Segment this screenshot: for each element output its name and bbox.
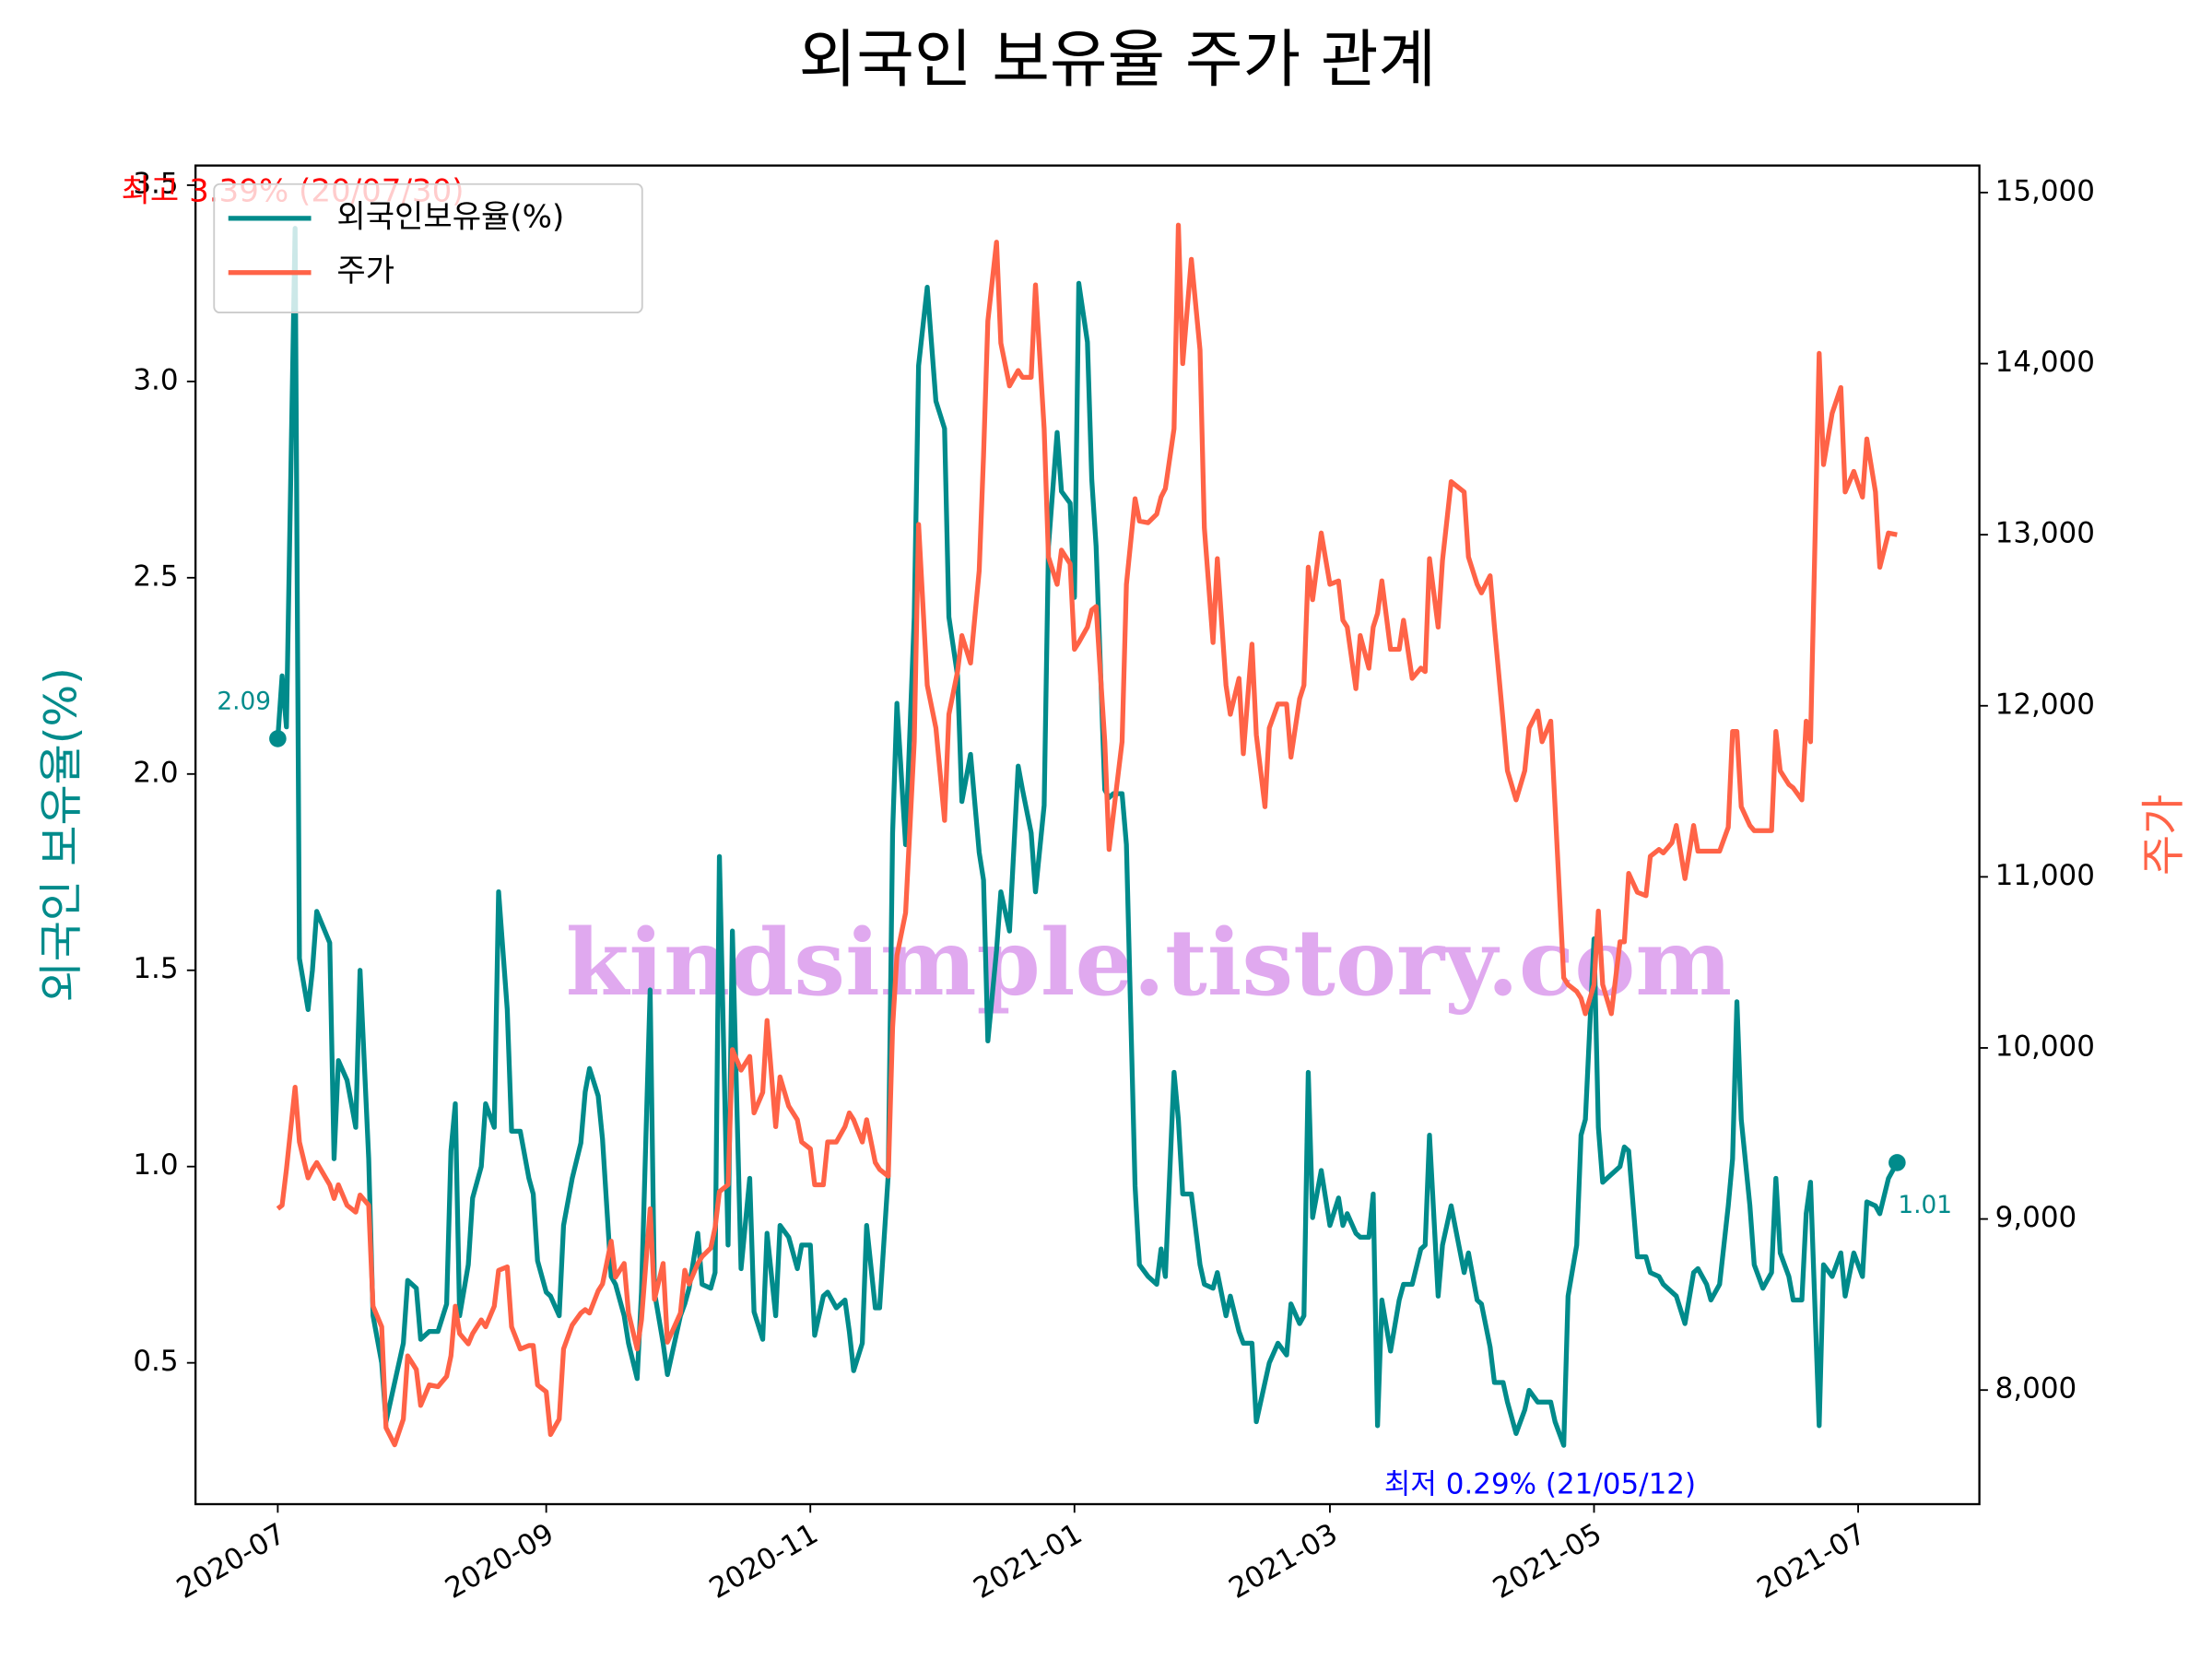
y2-tick-label: 15,000 (1995, 174, 2095, 207)
series-line (275, 226, 1900, 1448)
y2-tick-label: 13,000 (1995, 517, 2095, 550)
plot-frame (194, 164, 1981, 1506)
y-tick-label: 0.5 (133, 1345, 178, 1378)
x-tick-label: 2021-07 (1752, 1517, 1872, 1606)
legend-box (213, 182, 643, 314)
y2-tick-label: 14,000 (1995, 346, 2095, 379)
y-tick-label: 3.5 (133, 167, 178, 200)
x-tick-label: 2021-03 (1223, 1517, 1343, 1606)
series-line (276, 222, 1898, 1448)
x-tick-label: 2021-05 (1488, 1517, 1607, 1606)
x-tick-label: 2020-11 (704, 1517, 824, 1606)
x-tick-label: 2020-09 (440, 1517, 559, 1606)
y2-tick-label: 8,000 (1995, 1372, 2077, 1406)
y-tick-label: 2.5 (133, 559, 178, 593)
endpoint-marker (269, 730, 287, 747)
y-axis-label: 외국인 보유율(%) (36, 667, 88, 1002)
chart-title: 외국인 보유율 주가 관계 (799, 24, 1437, 97)
y-tick-label: 1.5 (133, 952, 178, 985)
y2-tick-label: 11,000 (1995, 859, 2095, 892)
endpoint-marker (1888, 1154, 1906, 1171)
y2-axis-label: 주가 (2137, 794, 2189, 876)
annotation: 최저 0.29% (21/05/12) (1384, 1467, 1696, 1500)
annotation: 2.09 (217, 688, 271, 715)
x-tick-label: 2020-07 (171, 1517, 291, 1606)
x-tick-label: 2021-01 (968, 1517, 1088, 1606)
legend-label: 외국인보유율(%) (336, 198, 564, 235)
legend-label: 주가 (336, 253, 394, 289)
legend: 외국인보유율(%) 주가 (213, 182, 643, 314)
annotation: 1.01 (1898, 1192, 1952, 1219)
y2-tick-label: 10,000 (1995, 1030, 2095, 1063)
y-tick-label: 2.0 (133, 756, 178, 789)
watermark: kindsimple.tistory.com (566, 910, 1732, 1017)
y2-tick-label: 12,000 (1995, 688, 2095, 721)
y2-tick-label: 9,000 (1995, 1201, 2077, 1234)
y-tick-label: 3.0 (133, 363, 178, 396)
y-tick-label: 1.0 (133, 1148, 178, 1182)
